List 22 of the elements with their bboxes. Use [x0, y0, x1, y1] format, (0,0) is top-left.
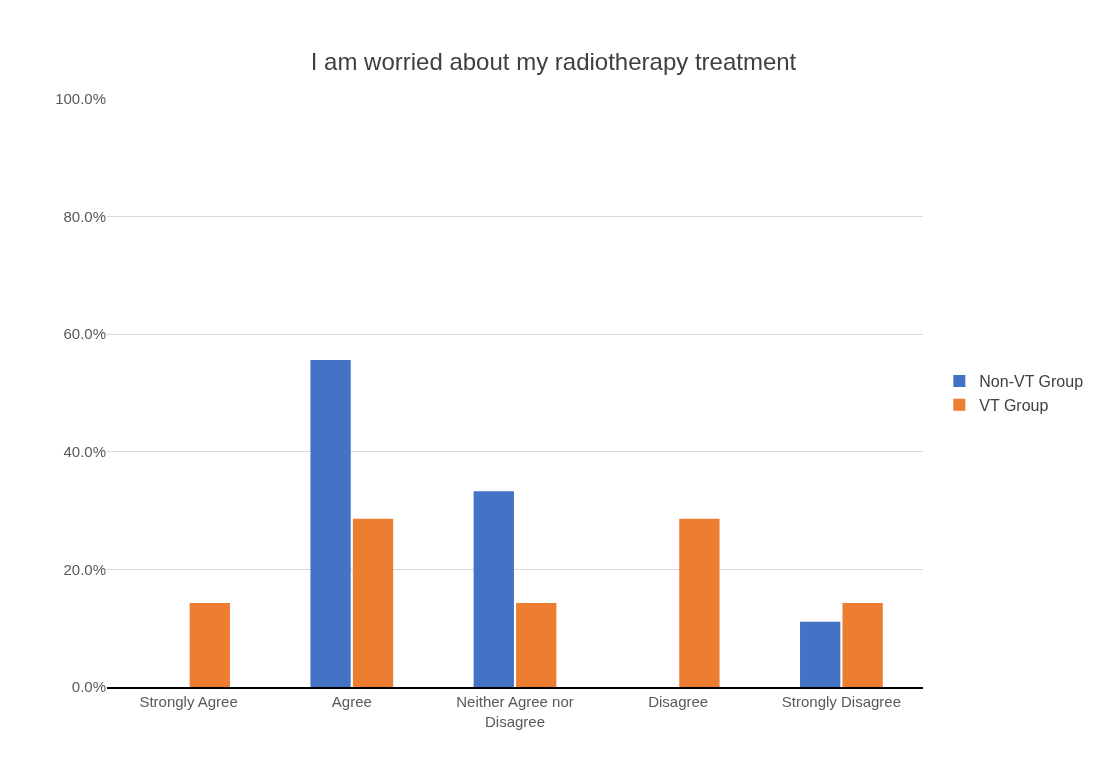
y-tick-label: 60.0% — [63, 325, 106, 343]
x-tick-label: Agree — [331, 693, 372, 710]
bar — [352, 518, 394, 687]
bar — [842, 602, 883, 687]
legend-label: Non-VT Group — [979, 373, 1084, 391]
y-tick-label: 0.0% — [71, 678, 106, 696]
x-tick-label: Disagree — [648, 693, 709, 710]
x-tick-label: Strongly Agree — [139, 693, 238, 710]
y-tick-label: 100.0% — [55, 90, 106, 108]
bar — [800, 621, 841, 687]
bar — [310, 360, 351, 687]
chart-title: I am worried about my radiotherapy treatment — [310, 48, 797, 76]
y-tick-label: 80.0% — [63, 207, 106, 225]
bar — [473, 491, 514, 687]
bar — [189, 602, 230, 687]
bar — [679, 518, 720, 687]
legend-label: VT Group — [979, 396, 1049, 414]
y-tick-label: 40.0% — [63, 443, 106, 461]
x-tick-label: Strongly Disagree — [781, 693, 902, 710]
bar — [516, 602, 557, 687]
x-tick-label: Neither Agree nor Disagree — [456, 693, 574, 730]
y-tick-label: 20.0% — [63, 560, 106, 578]
